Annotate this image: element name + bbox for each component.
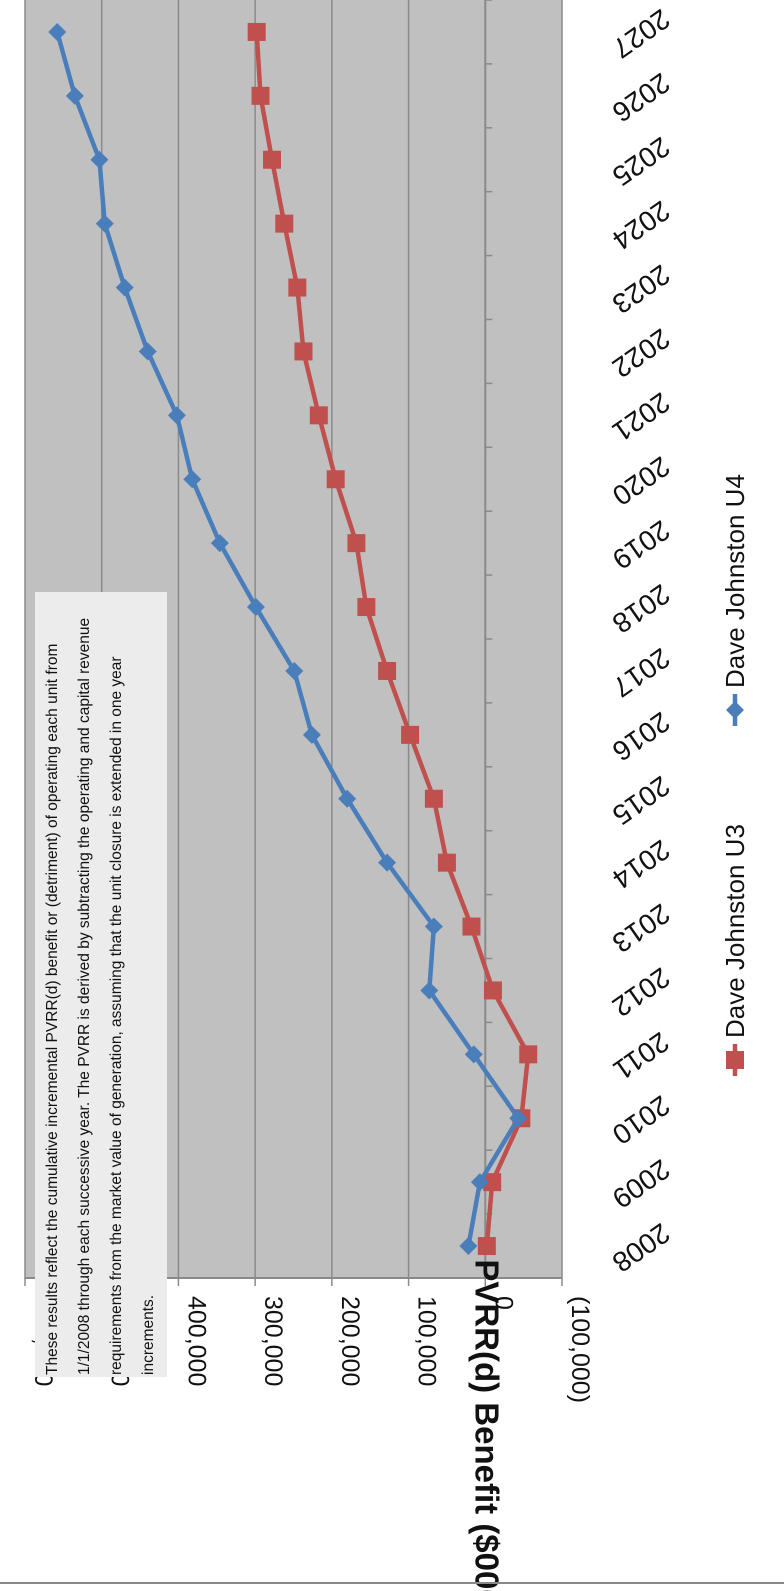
data-point — [48, 22, 67, 41]
legend-label: Dave Johnston U3 — [720, 824, 750, 1038]
data-point — [401, 725, 420, 744]
y-tick-label: 300,000 — [259, 1296, 287, 1386]
x-tick-label: 2025 — [607, 131, 676, 192]
data-point — [378, 853, 397, 872]
data-point — [420, 981, 439, 1000]
annotation-text: These results reflect the cumulative inc… — [44, 617, 157, 1375]
x-tick-label: 2019 — [607, 514, 676, 575]
data-point — [275, 214, 294, 233]
x-tick-label: 2011 — [608, 1026, 675, 1086]
x-tick-label: 2015 — [607, 770, 676, 831]
data-point — [509, 1109, 528, 1128]
x-tick-label: 2010 — [607, 1089, 676, 1150]
data-point — [437, 853, 456, 872]
data-point — [347, 534, 366, 553]
x-tick-label: 2018 — [607, 578, 676, 639]
x-tick-label: 2023 — [607, 259, 676, 320]
data-point — [210, 534, 229, 553]
x-tick-label: 2024 — [607, 195, 676, 256]
data-point — [338, 789, 357, 808]
data-point — [95, 214, 114, 233]
y-tick-label: 400,000 — [182, 1296, 210, 1386]
y-tick-label: 0 — [489, 1296, 517, 1310]
x-tick-label: 2022 — [607, 323, 676, 384]
data-point — [285, 661, 304, 680]
x-tick-label: 2008 — [607, 1217, 676, 1278]
data-point — [115, 278, 134, 297]
data-point — [378, 661, 397, 680]
annotation-box: These results reflect the cumulative inc… — [35, 592, 167, 1377]
data-point — [483, 1173, 502, 1192]
y-axis-title: PVRR(d) Benefit ($000) — [468, 1259, 505, 1591]
data-point — [247, 22, 266, 41]
data-point — [519, 1045, 538, 1064]
data-point — [470, 1173, 489, 1192]
data-point — [464, 1045, 483, 1064]
x-tick-label: 2013 — [607, 898, 676, 959]
legend-marker — [726, 701, 744, 719]
data-point — [294, 342, 313, 361]
data-point — [288, 278, 307, 297]
x-tick-label: 2014 — [607, 834, 676, 895]
x-tick-label: 2009 — [607, 1153, 676, 1214]
data-point — [357, 598, 376, 617]
series-line-0 — [254, 31, 531, 1247]
data-point — [138, 342, 157, 361]
data-point — [424, 789, 443, 808]
data-point — [483, 981, 502, 1000]
data-point — [251, 86, 270, 105]
data-point — [424, 917, 443, 936]
legend-marker — [726, 1051, 744, 1069]
data-point — [459, 1237, 478, 1256]
x-tick-label: 2027 — [607, 3, 676, 64]
data-point — [302, 725, 321, 744]
x-tick-label: 2020 — [607, 450, 676, 511]
data-point — [183, 470, 202, 489]
data-point — [462, 917, 481, 936]
y-tick-label: 200,000 — [336, 1296, 364, 1386]
data-point — [309, 406, 328, 425]
data-point — [263, 150, 282, 169]
x-tick-label: 2021 — [607, 387, 676, 448]
data-point — [246, 598, 265, 617]
data-point — [65, 86, 84, 105]
x-tick-label: 2017 — [607, 642, 676, 703]
data-point — [90, 150, 109, 169]
y-tick-label: 100,000 — [413, 1296, 441, 1386]
y-tick-label: (100,000) — [566, 1296, 594, 1403]
legend-label: Dave Johnston U4 — [720, 474, 750, 688]
data-point — [167, 406, 186, 425]
x-tick-label: 2016 — [607, 706, 676, 767]
x-tick-label: 2026 — [607, 67, 676, 128]
x-tick-label: 2012 — [607, 962, 676, 1023]
page-divider — [0, 1582, 784, 1584]
data-point — [326, 470, 345, 489]
series-line-1 — [55, 31, 521, 1247]
data-point — [477, 1237, 496, 1256]
